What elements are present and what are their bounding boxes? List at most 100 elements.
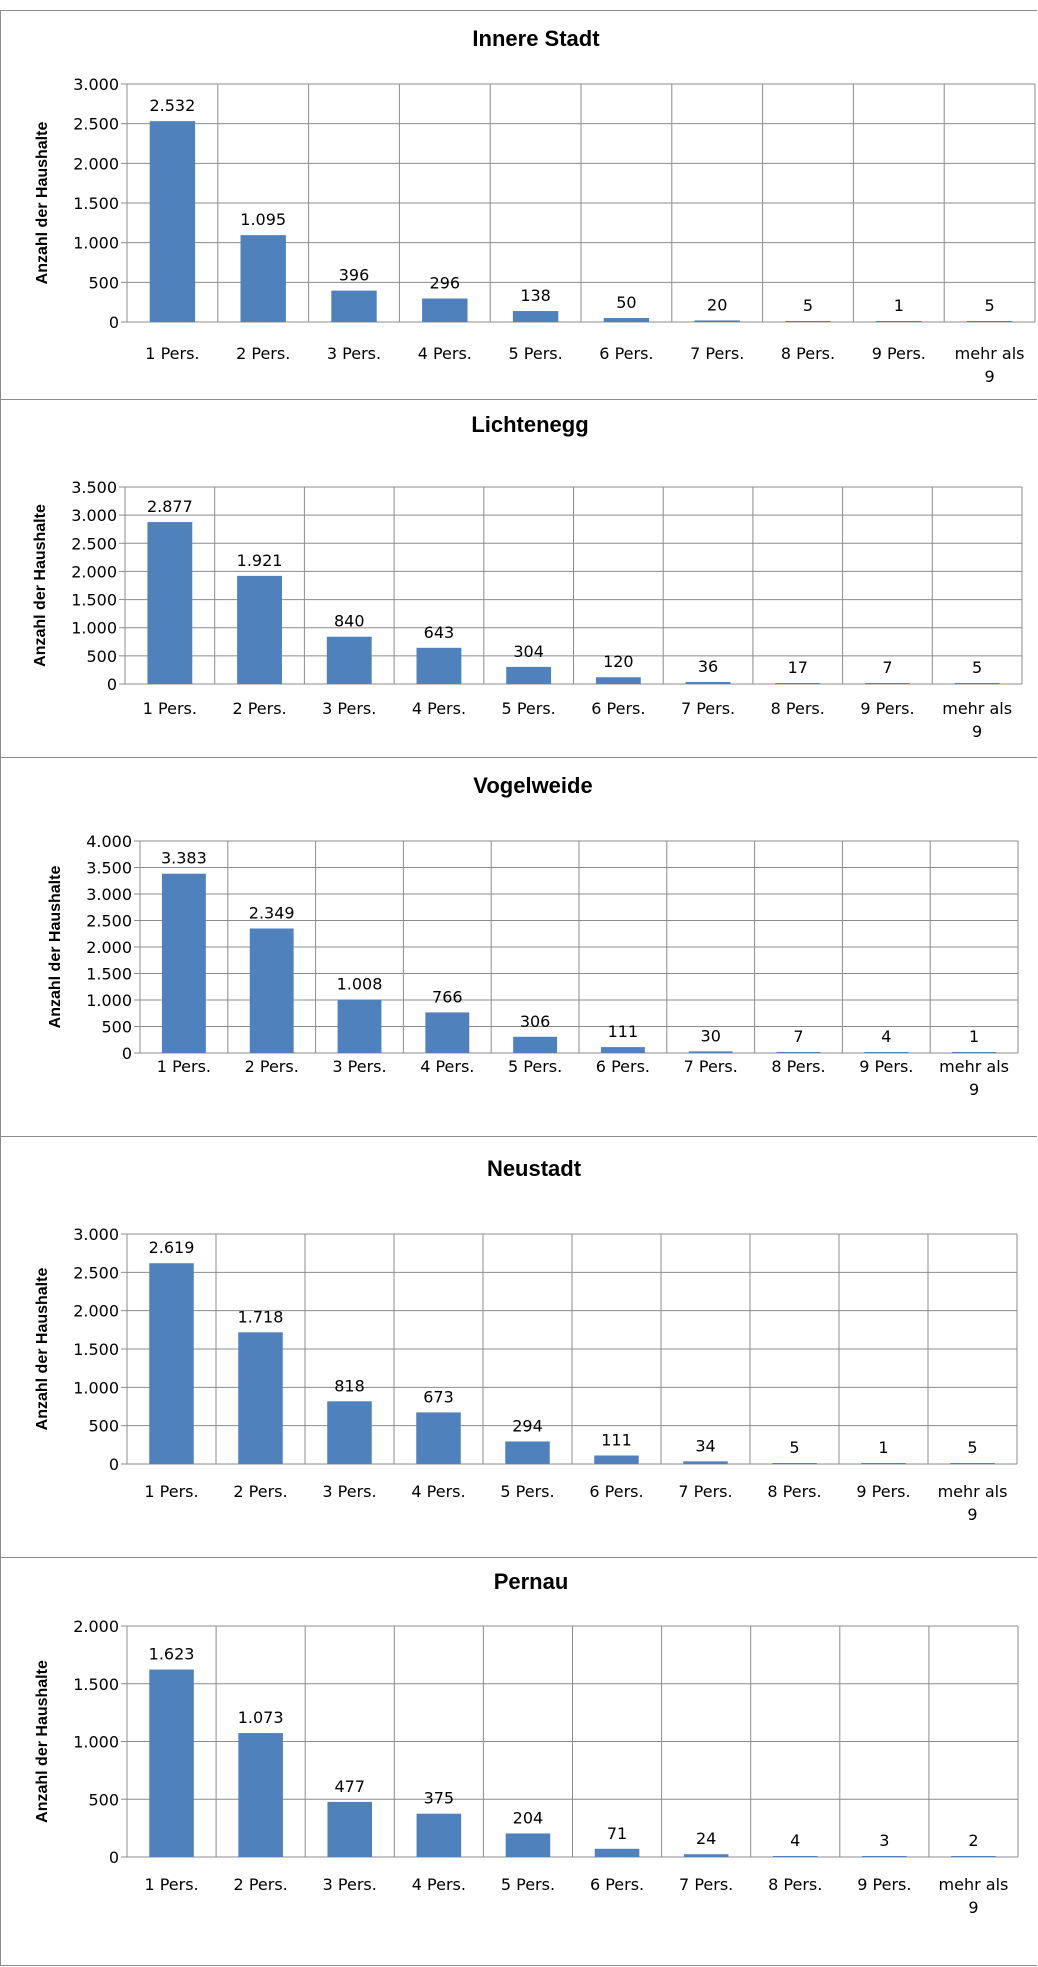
x-tick-label: 5 Pers.	[500, 1482, 554, 1501]
x-tick-label: 1 Pers.	[145, 344, 199, 363]
data-label: 7	[882, 658, 892, 677]
y-tick-label: 3.000	[73, 75, 119, 94]
bar	[249, 928, 294, 1053]
data-label: 71	[607, 1824, 627, 1843]
bar-chart-neustadt: Neustadt 0 500 1.000 1.500 2.000 2.500 3.000 Anz…	[34, 1156, 1018, 1524]
chart-title: Lichtenegg	[471, 412, 588, 437]
bar	[416, 1813, 462, 1857]
x-tick-label: 9 Pers.	[859, 1057, 913, 1076]
bar	[422, 298, 468, 322]
data-label: 5	[789, 1438, 799, 1457]
data-label: 50	[616, 293, 636, 312]
data-label: 5	[972, 658, 982, 677]
data-label: 20	[707, 295, 727, 314]
bar	[683, 1461, 728, 1464]
x-tick-label: 7 Pers.	[684, 1057, 738, 1076]
x-tick-label: 2 Pers.	[233, 1482, 287, 1501]
bar	[238, 1733, 283, 1857]
data-label: 306	[520, 1012, 551, 1031]
y-tick-label: 2.500	[71, 534, 117, 553]
bar	[776, 1052, 821, 1053]
x-tick-label: 9 Pers.	[872, 344, 926, 363]
data-label: 3.383	[161, 849, 207, 868]
x-tick-label: 6 Pers.	[591, 699, 645, 718]
x-tick-label: 5 Pers.	[508, 1057, 562, 1076]
x-tick-label: 6 Pers.	[589, 1482, 643, 1501]
data-label: 30	[701, 1026, 721, 1045]
bar-chart-vogelweide: Vogelweide 0 500 1.000 1.500 2.000 2.500 3.000 3…	[47, 773, 1019, 1099]
x-tick-label: 1 Pers.	[143, 699, 197, 718]
data-label: 2.877	[147, 497, 193, 516]
data-label: 204	[513, 1808, 544, 1827]
y-tick-label: 2.000	[73, 1617, 119, 1636]
data-label: 138	[520, 286, 551, 305]
x-tick-label: 9 Pers.	[857, 1875, 911, 1894]
data-label: 1	[969, 1027, 979, 1046]
x-tick-label: 5 Pers.	[502, 699, 556, 718]
data-label: 7	[793, 1027, 803, 1046]
data-label: 1.008	[337, 975, 383, 994]
y-tick-label: 0	[122, 1044, 132, 1063]
data-label: 477	[334, 1777, 365, 1796]
x-tick-label: 4 Pers.	[420, 1057, 474, 1076]
bar	[595, 677, 641, 684]
data-label: 5	[803, 296, 813, 315]
bar	[149, 121, 196, 323]
data-label: 120	[603, 652, 634, 671]
data-label: 1.921	[237, 551, 283, 570]
y-tick-label: 2.500	[73, 115, 119, 134]
y-tick-label: 2.000	[73, 154, 119, 173]
data-label: 111	[608, 1022, 639, 1041]
bar	[876, 321, 922, 322]
data-label: 2.532	[149, 96, 195, 115]
data-label: 4	[881, 1027, 891, 1046]
y-tick-label: 3.000	[86, 885, 132, 904]
x-tick-label: 3 Pers.	[323, 1875, 377, 1894]
x-tick-label: 2 Pers.	[236, 344, 290, 363]
x-tick-label: 4 Pers.	[411, 1482, 465, 1501]
data-label: 111	[601, 1430, 632, 1449]
bar	[331, 290, 377, 322]
bar	[951, 1856, 996, 1857]
bar	[952, 1052, 997, 1053]
x-tick-label: 6 Pers.	[590, 1875, 644, 1894]
x-tick-label: 5 Pers.	[509, 344, 563, 363]
x-tick-label: 5 Pers.	[501, 1875, 555, 1894]
bar-chart-lichtenegg: Lichtenegg 0 500 1.000 1.500 2.000 2.500 3.000 3…	[32, 412, 1023, 741]
x-tick-label: 7 Pers.	[678, 1482, 732, 1501]
x-tick-label: 1 Pers.	[144, 1875, 198, 1894]
chart-panel-pernau: Pernau 0 500 1.000 1.500 2.000 Anzahl der Haus…	[0, 1557, 1037, 1966]
x-tick-label: 8 Pers.	[771, 1057, 825, 1076]
bar	[161, 873, 206, 1053]
y-tick-label: 1.000	[71, 619, 117, 638]
x-tick-label: 6 Pers.	[596, 1057, 650, 1076]
bar	[864, 1052, 909, 1053]
bar-chart-pernau: Pernau 0 500 1.000 1.500 2.000 Anzahl der Haus…	[34, 1569, 1019, 1917]
x-tick-label: 2 Pers.	[232, 699, 286, 718]
x-tick-label: mehr als 9	[938, 1482, 1008, 1524]
chart-title: Innere Stadt	[472, 26, 600, 51]
y-tick-label: 1.500	[73, 1340, 119, 1359]
y-tick-label: 3.500	[86, 859, 132, 878]
y-tick-label: 2.500	[86, 912, 132, 931]
chart-title: Pernau	[494, 1569, 569, 1594]
data-label: 1	[878, 1438, 888, 1457]
x-tick-label: mehr als 9	[939, 1875, 1009, 1917]
bar	[327, 1401, 372, 1464]
bar	[772, 1463, 817, 1464]
y-tick-label: 1.000	[73, 1733, 119, 1752]
x-tick-label: 6 Pers.	[599, 344, 653, 363]
y-tick-label: 1.500	[71, 591, 117, 610]
y-tick-label: 500	[88, 273, 119, 292]
bar	[327, 1801, 373, 1857]
bar	[594, 1455, 639, 1464]
bar	[862, 1856, 907, 1857]
y-tick-label: 4.000	[86, 832, 132, 851]
data-label: 24	[696, 1829, 716, 1848]
data-label: 294	[512, 1416, 543, 1435]
data-label: 17	[788, 658, 808, 677]
bar	[513, 1036, 558, 1053]
x-tick-label: 7 Pers.	[679, 1875, 733, 1894]
bar	[694, 320, 740, 322]
chart-panel-lichtenegg: Lichtenegg 0 500 1.000 1.500 2.000 2.500 3.000 3…	[0, 399, 1037, 758]
